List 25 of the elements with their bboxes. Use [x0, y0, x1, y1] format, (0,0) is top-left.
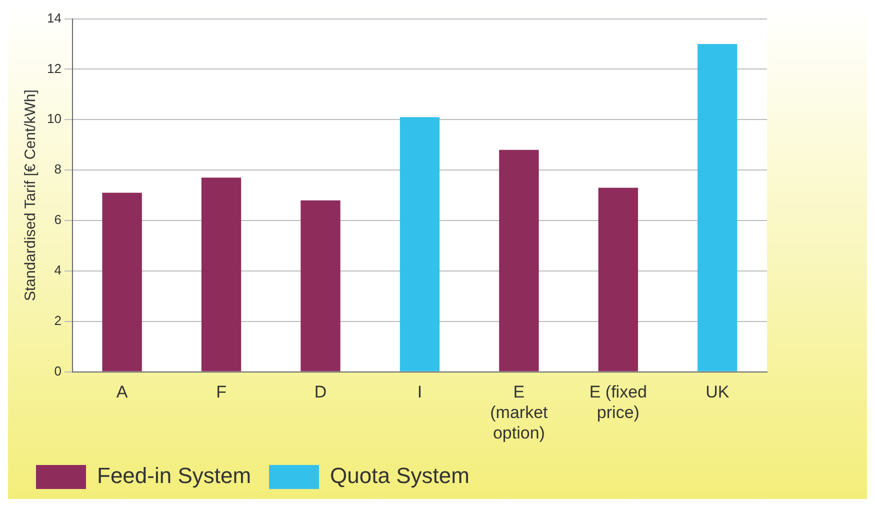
x-tick-label: F: [216, 382, 226, 402]
x-tick-label: UK: [706, 382, 730, 402]
y-tick-label: 12: [46, 60, 62, 76]
y-tick-label: 2: [54, 312, 62, 328]
bar: [201, 178, 242, 372]
y-tick-label: 6: [54, 212, 62, 228]
bar: [400, 117, 440, 372]
y-axis-title: Standardised Tarif [€ Cent/kWh]: [22, 90, 40, 302]
y-tick-label: 4: [54, 262, 62, 278]
legend-label: Quota System: [330, 463, 470, 488]
y-tick-label: 0: [54, 363, 62, 378]
x-tick-label: E (market option): [490, 382, 548, 442]
y-tick-label: 10: [46, 111, 62, 126]
bar: [300, 200, 340, 372]
y-tick-label: 14: [46, 10, 62, 26]
bar: [598, 188, 638, 372]
y-tick-label: 8: [54, 162, 62, 177]
x-tick-label: D: [314, 382, 327, 402]
x-tick-label: I: [417, 382, 422, 402]
bar: [102, 192, 142, 372]
legend-label: Feed-in System: [97, 463, 252, 488]
x-tick-label: A: [116, 382, 128, 402]
x-tick-label: E (fixed price): [589, 382, 647, 422]
bar: [499, 150, 539, 372]
bar: [698, 44, 738, 372]
